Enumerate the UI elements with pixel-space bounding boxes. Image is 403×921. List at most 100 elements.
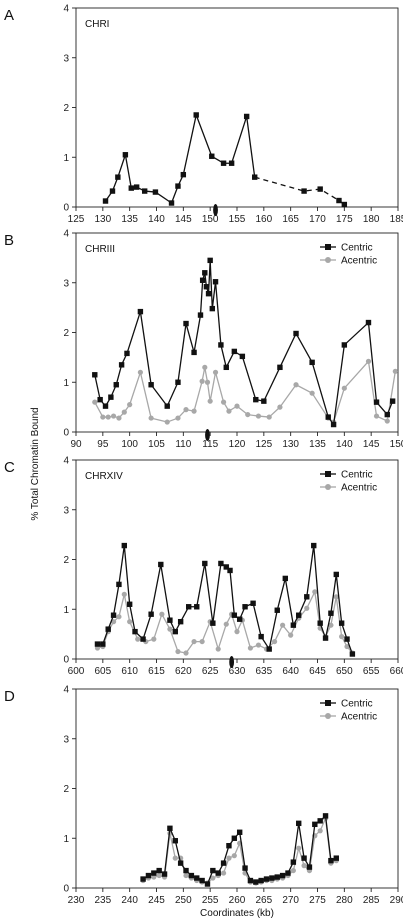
data-point — [159, 611, 165, 617]
data-point — [258, 877, 264, 884]
data-point — [243, 113, 250, 120]
y-tick-label: 1 — [63, 605, 69, 616]
data-point — [172, 855, 178, 861]
data-point — [282, 575, 288, 582]
data-point — [152, 189, 159, 195]
data-point — [271, 638, 278, 645]
data-point — [234, 403, 240, 409]
panel-b: B 0 1 2 3 4 90 95 100 105 110 115 120 125 130 135 140 145… — [4, 229, 403, 451]
y-tick-label: 0 — [63, 428, 69, 439]
centromere-marker — [205, 429, 210, 441]
x-tick-label: 610 — [121, 666, 138, 677]
data-point — [226, 855, 232, 861]
x-tick-label: 130 — [94, 214, 111, 225]
data-point — [304, 605, 310, 611]
data-point — [341, 342, 348, 348]
x-tick-label: 230 — [68, 895, 85, 906]
data-point — [341, 201, 348, 208]
data-point — [301, 855, 307, 861]
data-point — [105, 414, 111, 420]
x-tick-label: 110 — [175, 439, 191, 450]
data-point — [168, 200, 175, 206]
data-point — [100, 641, 106, 647]
data-point — [110, 413, 117, 419]
y-tick-label: 3 — [63, 278, 69, 289]
data-point — [172, 838, 178, 844]
data-point — [199, 277, 206, 283]
data-point — [215, 870, 221, 876]
y-tick-label: 1 — [63, 153, 69, 164]
data-point — [220, 399, 227, 405]
data-point — [279, 872, 286, 879]
data-point — [145, 872, 152, 879]
data-point — [231, 612, 238, 618]
legend-label: Centric — [341, 699, 373, 710]
x-tick-label: 650 — [336, 666, 353, 677]
data-point — [100, 414, 106, 420]
legend-label: Centric — [341, 470, 373, 481]
panel-letter: A — [4, 7, 14, 24]
data-point — [392, 368, 398, 374]
data-point — [341, 385, 347, 391]
data-point — [339, 634, 345, 640]
data-point — [204, 881, 211, 887]
data-point — [102, 403, 109, 409]
x-tick-label: 120 — [229, 439, 246, 450]
data-point — [167, 825, 173, 831]
data-point — [215, 646, 221, 652]
series-acentric — [92, 358, 398, 425]
x-tick-label: 180 — [363, 214, 380, 225]
legend-marker — [325, 471, 331, 477]
x-tick-label: 105 — [148, 439, 165, 450]
data-point — [218, 560, 224, 567]
x-tick-label: 235 — [94, 895, 111, 906]
x-tick-label: 140 — [148, 214, 165, 225]
data-point — [116, 415, 122, 421]
data-point — [135, 636, 141, 642]
x-tick-label: 620 — [175, 666, 192, 677]
data-point — [212, 279, 219, 285]
chromosome-label: CHRI — [85, 19, 109, 30]
x-tick-label: 285 — [363, 895, 380, 906]
panel-a: A 0 1 2 3 4 125 130 135 140 145 150 155 160 165 170 175 1… — [4, 4, 403, 226]
legend-label: Acentric — [341, 712, 377, 723]
data-point — [290, 859, 297, 865]
x-tick-label: 615 — [148, 666, 165, 677]
data-point — [231, 348, 238, 355]
x-tick-label: 155 — [229, 214, 246, 225]
data-point — [226, 843, 232, 849]
y-tick-label: 3 — [63, 505, 69, 516]
data-point — [202, 364, 208, 370]
data-point — [183, 320, 189, 327]
y-tick-label: 4 — [63, 456, 69, 467]
data-point — [148, 611, 154, 617]
y-tick-label: 4 — [63, 229, 69, 240]
x-tick-label: 150 — [202, 214, 219, 225]
data-point — [266, 414, 272, 420]
x-tick-label: 625 — [202, 666, 219, 677]
data-point — [199, 378, 205, 384]
chromosome-label: CHRIII — [85, 244, 115, 255]
y-tick-label: 2 — [63, 103, 69, 114]
x-tick-label: 125 — [255, 439, 272, 450]
data-point — [140, 876, 146, 882]
x-tick-label: 145 — [175, 214, 192, 225]
data-point — [164, 419, 170, 425]
data-point — [309, 359, 315, 366]
y-tick-label: 1 — [63, 834, 69, 845]
plot-frame — [75, 7, 399, 208]
data-point — [115, 174, 121, 180]
data-point — [148, 382, 154, 388]
x-tick-label: 275 — [309, 895, 326, 906]
y-axis-title: % Total Chromatin Bound — [30, 407, 41, 520]
centromere-marker — [213, 204, 218, 216]
data-point — [389, 398, 396, 404]
data-point — [183, 650, 189, 656]
data-point — [175, 648, 181, 655]
data-point — [183, 407, 189, 413]
data-point — [132, 628, 138, 635]
legend-marker — [325, 713, 331, 719]
data-point — [311, 542, 317, 549]
data-point — [94, 641, 101, 647]
data-point — [304, 594, 310, 600]
